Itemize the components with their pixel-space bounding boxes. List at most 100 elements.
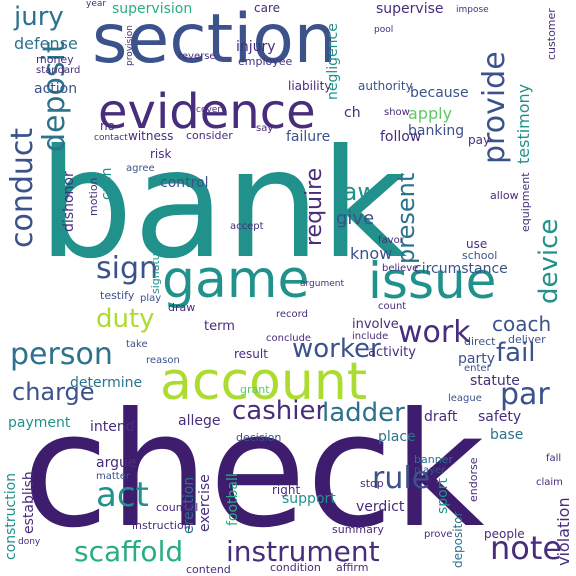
word-draft: draft [424, 409, 458, 425]
word-jury: jury [14, 2, 64, 32]
word-reverse: reverse [178, 51, 216, 62]
word-money: money [36, 53, 74, 66]
word-use: use [466, 237, 488, 251]
word-equipment: equipment [519, 172, 532, 232]
word-football: football [225, 473, 241, 526]
word-activity: activity [368, 345, 416, 360]
word-conclude: conclude [266, 333, 312, 344]
word-injury: injury [236, 39, 276, 55]
word-accept: accept [230, 221, 264, 232]
word-follow: follow [380, 129, 422, 145]
word-decision: decision [236, 431, 282, 444]
word-involve: involve [352, 317, 399, 332]
word-safety: safety [478, 409, 522, 425]
word-intend: intend [90, 419, 135, 435]
word-scaffold: scaffold [74, 535, 184, 568]
word-ladder: ladder [322, 398, 405, 428]
word-believe: believe [382, 263, 419, 274]
word-liability: liability [288, 79, 332, 93]
word-sport: sport [435, 478, 451, 514]
word-evidence: evidence [98, 84, 316, 140]
word-direct: direct [464, 335, 496, 348]
word-give: give [336, 208, 375, 229]
word-signature: signature [149, 242, 162, 294]
word-claim: claim [536, 477, 563, 488]
word-note: note [490, 529, 563, 567]
word-risk: risk [150, 147, 172, 161]
word-control: control [160, 175, 209, 191]
word-present: present [392, 172, 420, 264]
word-depositor: depositor [451, 511, 465, 568]
word-matter: matter [96, 471, 130, 482]
word-people: people [484, 527, 525, 541]
word-because: because [410, 85, 469, 101]
word-failure: failure [286, 129, 331, 145]
word-agree: agree [126, 163, 155, 174]
word-negligence: negligence [325, 23, 341, 100]
word-coach: coach [492, 312, 552, 336]
word-favor: favor [378, 235, 404, 246]
word-allow: allow [490, 189, 519, 202]
word-ch: ch [344, 105, 361, 121]
word-fail: fail [496, 338, 536, 368]
word-no: no [100, 119, 115, 133]
word-place: place [378, 429, 416, 445]
word-base: base [490, 427, 524, 443]
word-person: person [10, 337, 113, 372]
word-instrument: instrument [226, 535, 380, 568]
word-provision: provision [125, 25, 135, 66]
word-employee: employee [238, 55, 293, 68]
word-summary: summary [332, 523, 384, 536]
word-endorse: endorse [467, 457, 480, 502]
word-dishonor: dishonor [61, 171, 77, 232]
word-result: result [234, 347, 268, 361]
word-device: device [534, 218, 564, 304]
word-worker: worker [292, 334, 381, 364]
word-par: par [500, 377, 550, 412]
word-party: party [458, 351, 495, 367]
word-enter: enter [464, 363, 491, 374]
word-provide: provide [477, 51, 512, 164]
word-term: term [204, 319, 235, 334]
word-reason: reason [146, 355, 180, 366]
word-pay: pay [468, 133, 491, 147]
word-counsel: counsel [156, 501, 199, 514]
word-stop: stop [360, 477, 384, 490]
word-cover: cover [196, 105, 222, 115]
word-contact: contact [94, 133, 128, 143]
word-contend: contend [186, 563, 231, 576]
word-circumstance: circumstance [414, 261, 508, 277]
word-count: count [378, 301, 407, 312]
word-show: show [384, 107, 410, 118]
word-record: record [276, 309, 308, 320]
word-say: say [256, 123, 274, 134]
word-player: player [414, 465, 446, 476]
word-supervise: supervise [376, 1, 444, 17]
word-dony: dony [18, 537, 41, 547]
word-work: work [398, 315, 471, 350]
word-banner: banner [414, 453, 453, 466]
word-account: account [160, 352, 368, 412]
word-customer: customer [545, 8, 558, 60]
word-play: play [140, 293, 162, 304]
word-game: game [162, 250, 310, 310]
word-pool: pool [374, 25, 394, 35]
word-include: include [352, 331, 389, 342]
word-instruction: instruction [132, 519, 191, 532]
word-law: law [336, 178, 378, 206]
word-conduct: conduct [5, 127, 40, 248]
word-prove: prove [424, 529, 453, 540]
word-condition: condition [270, 561, 321, 574]
word-cashier: cashier [232, 396, 327, 426]
word-banking: banking [408, 123, 465, 139]
word-witness: witness [128, 129, 174, 143]
word-payment: payment [8, 415, 71, 431]
word-cash: cash [99, 167, 115, 200]
word-apply: apply [408, 104, 453, 123]
word-establish: establish [21, 471, 37, 534]
word-grant: grant [240, 383, 270, 396]
word-testimony: testimony [514, 83, 533, 164]
word-statute: statute [470, 373, 520, 389]
word-draw: draw [168, 301, 196, 314]
